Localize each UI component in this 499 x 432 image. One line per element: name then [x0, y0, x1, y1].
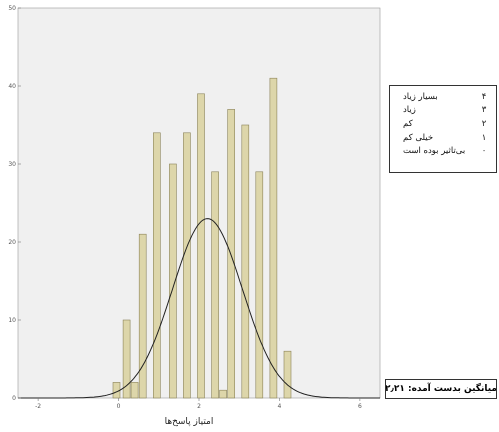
- legend-item-label: بی‌تاثیر بوده است: [403, 146, 466, 157]
- x-tick-label: -2: [35, 403, 41, 410]
- histogram-bar: [269, 77, 278, 399]
- legend-item: بی‌تاثیر بوده است ۰: [395, 144, 491, 158]
- mean-annotation: میانگین بدست آمده: ۲٫۲۱: [385, 379, 497, 399]
- y-tick-label: 10: [8, 317, 16, 324]
- x-tick-label: 4: [278, 403, 282, 410]
- histogram-bar: [130, 382, 139, 399]
- y-tick-label: 30: [8, 161, 16, 168]
- histogram-bar: [283, 350, 292, 399]
- histogram-bar: [153, 132, 161, 399]
- x-axis-label: امتیاز پاسخ‌ها: [165, 417, 214, 427]
- histogram-bar: [211, 171, 219, 399]
- legend-item: خیلی کم ۱: [395, 131, 491, 145]
- legend-item-label: خیلی کم: [403, 132, 434, 143]
- histogram-bar: [138, 233, 147, 399]
- histogram-bar: [197, 93, 205, 399]
- x-tick-label: 2: [197, 403, 201, 410]
- histogram-bar: [122, 319, 131, 399]
- legend: بسیار زیاد ۴ زیاد ۳ کم ۲ خیلی کم ۱ بی‌تا…: [389, 85, 497, 173]
- legend-item-code: ۳: [481, 105, 487, 116]
- y-tick-label: 20: [8, 239, 16, 246]
- histogram-bar: [241, 124, 250, 399]
- mean-label: میانگین بدست آمده: ۲٫۲۱: [385, 384, 497, 394]
- histogram-bar: [255, 171, 264, 399]
- legend-item: کم ۲: [395, 117, 491, 131]
- legend-item-code: ۴: [481, 91, 487, 102]
- histogram-bar: [169, 163, 177, 399]
- legend-item-code: ۱: [481, 132, 487, 143]
- legend-item: بسیار زیاد ۴: [395, 90, 491, 104]
- normal-curve: [18, 218, 380, 399]
- legend-item-label: زیاد: [403, 105, 416, 116]
- legend-item-code: ۰: [481, 146, 487, 157]
- legend-item-label: بسیار زیاد: [403, 91, 438, 102]
- y-tick-label: 40: [8, 83, 16, 90]
- histogram-bar: [227, 109, 235, 399]
- x-tick-label: 6: [358, 403, 362, 410]
- legend-item-code: ۲: [481, 118, 487, 129]
- histogram-bar: [183, 132, 191, 399]
- y-tick-label: 50: [8, 5, 16, 12]
- x-tick-label: 0: [117, 403, 121, 410]
- legend-item-label: کم: [403, 118, 413, 129]
- histogram-bar: [219, 389, 227, 399]
- y-tick-label: 0: [12, 395, 16, 402]
- legend-item: زیاد ۳: [395, 104, 491, 118]
